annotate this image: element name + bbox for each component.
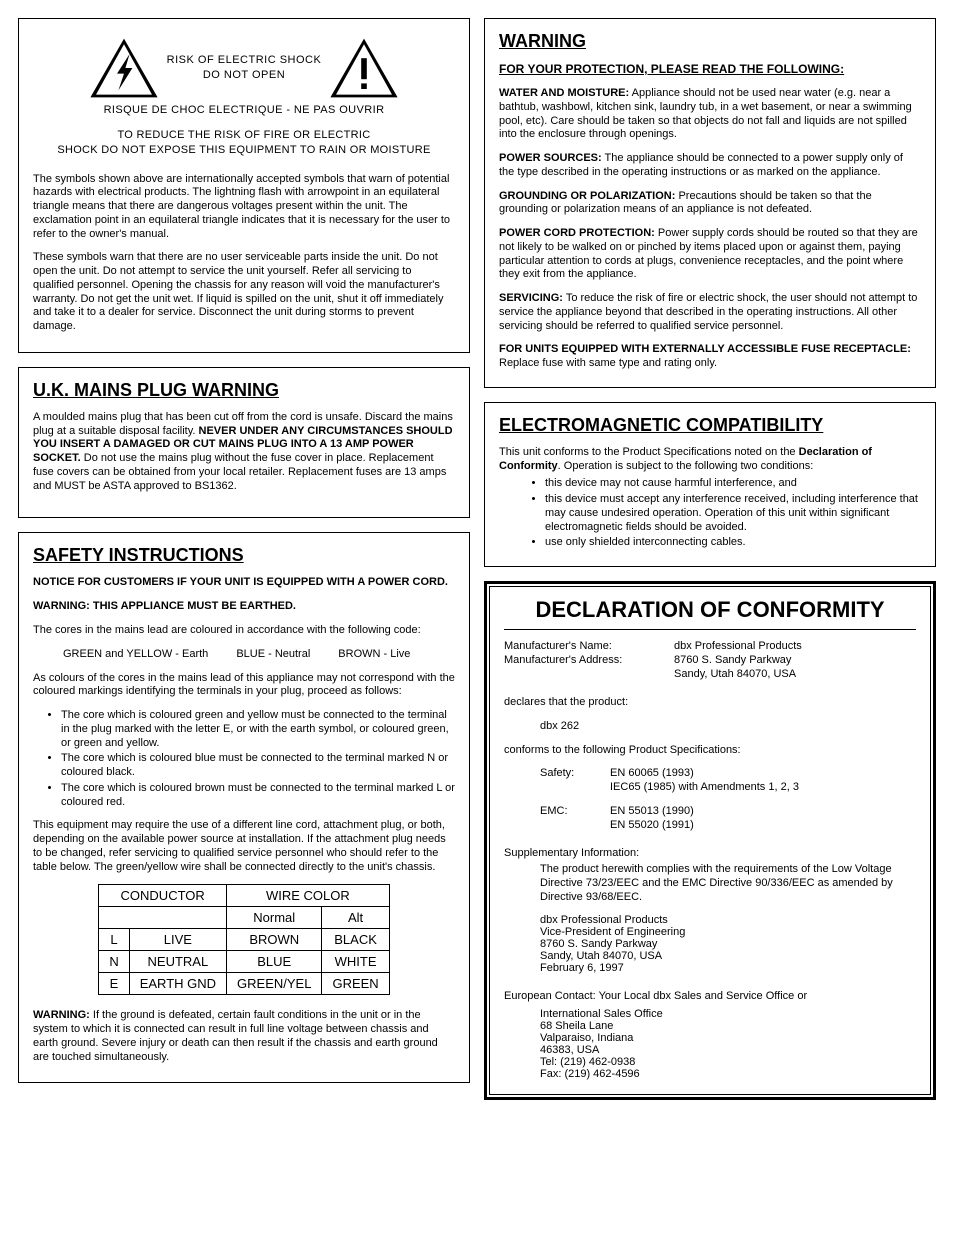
- euro-addr: International Sales Office 68 Sheila Lan…: [504, 1008, 916, 1080]
- risk-line1: RISK OF ELECTRIC SHOCK: [167, 53, 322, 68]
- warning-sub: FOR YOUR PROTECTION, PLEASE READ THE FOL…: [499, 62, 921, 77]
- warn-item: SERVICING: To reduce the risk of fire or…: [499, 292, 921, 333]
- doc-box: DECLARATION OF CONFORMITY Manufacturer's…: [484, 581, 936, 1100]
- safety-p2: This equipment may require the use of a …: [33, 819, 455, 874]
- signature-block: dbx Professional Products Vice-President…: [504, 914, 916, 974]
- product: dbx 262: [504, 720, 916, 734]
- sig-line: Vice-President of Engineering: [540, 926, 916, 938]
- mfg-addr-value2: Sandy, Utah 84070, USA: [674, 668, 916, 680]
- page-grid: RISK OF ELECTRIC SHOCK DO NOT OPEN RISQU…: [18, 18, 936, 1100]
- shock-symbols-box: RISK OF ELECTRIC SHOCK DO NOT OPEN RISQU…: [18, 18, 470, 353]
- bullet-3: The core which is coloured brown must be…: [61, 782, 455, 810]
- safety-spec2: IEC65 (1985) with Amendments 1, 2, 3: [504, 781, 916, 793]
- safety-l: Safety:: [540, 767, 610, 779]
- safety-v2: IEC65 (1985) with Amendments 1, 2, 3: [610, 781, 916, 793]
- uk-title: U.K. MAINS PLUG WARNING: [33, 380, 455, 401]
- mfg-name-row: Manufacturer's Name: dbx Professional Pr…: [504, 640, 916, 652]
- shock-text-box: RISK OF ELECTRIC SHOCK DO NOT OPEN: [167, 53, 322, 83]
- exclamation-triangle-icon: [329, 37, 399, 99]
- safety-earthed: WARNING: THIS APPLIANCE MUST BE EARTHED.: [33, 600, 455, 614]
- th-normal: Normal: [227, 907, 322, 929]
- sig-line: February 6, 1997: [540, 962, 916, 974]
- safety-box: SAFETY INSTRUCTIONS NOTICE FOR CUSTOMERS…: [18, 532, 470, 1083]
- mfg-addr-row: Manufacturer's Address: 8760 S. Sandy Pa…: [504, 654, 916, 666]
- emc-bullet: this device must accept any interference…: [545, 493, 921, 534]
- warn-item: FOR UNITS EQUIPPED WITH EXTERNALLY ACCES…: [499, 343, 921, 371]
- doc-title: DECLARATION OF CONFORMITY: [504, 597, 916, 623]
- euro-line: 46383, USA: [540, 1044, 916, 1056]
- safety-title: SAFETY INSTRUCTIONS: [33, 545, 455, 566]
- mfg-addr-label: Manufacturer's Address:: [504, 654, 674, 666]
- sig-line: dbx Professional Products: [540, 914, 916, 926]
- wire-table: CONDUCTOR WIRE COLOR Normal Alt L LIVE B…: [98, 884, 389, 995]
- core-live: BROWN - Live: [338, 648, 410, 660]
- warn-item: POWER SOURCES: The appliance should be c…: [499, 152, 921, 180]
- sig-line: Sandy, Utah 84070, USA: [540, 950, 916, 962]
- cores-list: GREEN and YELLOW - Earth BLUE - Neutral …: [63, 648, 455, 660]
- supp: Supplementary Information:: [504, 847, 916, 861]
- bullet-1: The core which is coloured green and yel…: [61, 709, 455, 750]
- declares: declares that the product:: [504, 696, 916, 710]
- emc-l: EMC:: [540, 805, 610, 817]
- uk-plug-box: U.K. MAINS PLUG WARNING A moulded mains …: [18, 367, 470, 519]
- left-column: RISK OF ELECTRIC SHOCK DO NOT OPEN RISQU…: [18, 18, 470, 1100]
- uk-paragraph: A moulded mains plug that has been cut o…: [33, 411, 455, 494]
- euro-line: 68 Sheila Lane: [540, 1020, 916, 1032]
- emc-spec: EMC: EN 55013 (1990): [504, 805, 916, 817]
- symbols-row: RISK OF ELECTRIC SHOCK DO NOT OPEN: [33, 37, 455, 99]
- warning-box: WARNING FOR YOUR PROTECTION, PLEASE READ…: [484, 18, 936, 388]
- lightning-triangle-icon: [89, 37, 159, 99]
- mfg-addr-value1: 8760 S. Sandy Parkway: [674, 654, 916, 666]
- table-row: N NEUTRAL BLUE WHITE: [99, 951, 389, 973]
- safety-bullets: The core which is coloured green and yel…: [33, 709, 455, 809]
- emc-spec2: EN 55020 (1991): [504, 819, 916, 831]
- emc-bullet: this device may not cause harmful interf…: [545, 477, 921, 491]
- french-line: RISQUE DE CHOC ELECTRIQUE - NE PAS OUVRI…: [33, 103, 455, 118]
- th-conductor: CONDUCTOR: [99, 885, 227, 907]
- risk-line2: DO NOT OPEN: [167, 68, 322, 83]
- conforms: conforms to the following Product Specif…: [504, 744, 916, 758]
- warn-item: POWER CORD PROTECTION: Power supply cord…: [499, 227, 921, 282]
- sig-line: 8760 S. Sandy Parkway: [540, 938, 916, 950]
- euro-line: Valparaiso, Indiana: [540, 1032, 916, 1044]
- safety-p1: As colours of the cores in the mains lea…: [33, 672, 455, 700]
- safety-v1: EN 60065 (1993): [610, 767, 916, 779]
- warn-item: GROUNDING OR POLARIZATION: Precautions s…: [499, 190, 921, 218]
- safety-p3: WARNING: If the ground is defeated, cert…: [33, 1009, 455, 1064]
- table-row: E EARTH GND GREEN/YEL GREEN: [99, 973, 389, 995]
- warn-item: WATER AND MOISTURE: Appliance should not…: [499, 87, 921, 142]
- mfg-addr-row2: Sandy, Utah 84070, USA: [504, 668, 916, 680]
- table-row: L LIVE BROWN BLACK: [99, 929, 389, 951]
- safety-notice: NOTICE FOR CUSTOMERS IF YOUR UNIT IS EQU…: [33, 576, 455, 590]
- emc-v2: EN 55020 (1991): [610, 819, 916, 831]
- cores-intro: The cores in the mains lead are coloured…: [33, 624, 455, 638]
- emc-intro: This unit conforms to the Product Specif…: [499, 446, 921, 474]
- emc-v1: EN 55013 (1990): [610, 805, 916, 817]
- supp-p: The product herewith complies with the r…: [504, 863, 916, 904]
- euro-line: Tel: (219) 462-0938: [540, 1056, 916, 1068]
- emc-bullet: use only shielded interconnecting cables…: [545, 536, 921, 550]
- safety-spec: Safety: EN 60065 (1993): [504, 767, 916, 779]
- euro-line: International Sales Office: [540, 1008, 916, 1020]
- th-alt: Alt: [322, 907, 389, 929]
- mfg-name-label: Manufacturer's Name:: [504, 640, 674, 652]
- bullet-2: The core which is coloured blue must be …: [61, 752, 455, 780]
- emc-bullets: this device may not cause harmful interf…: [499, 477, 921, 550]
- warning-title: WARNING: [499, 31, 921, 52]
- doc-inner: DECLARATION OF CONFORMITY Manufacturer's…: [489, 586, 931, 1095]
- right-column: WARNING FOR YOUR PROTECTION, PLEASE READ…: [484, 18, 936, 1100]
- doc-rule: [504, 629, 916, 630]
- emc-title: ELECTROMAGNETIC COMPATIBILITY: [499, 415, 921, 436]
- reduce-risk: TO REDUCE THE RISK OF FIRE OR ELECTRIC S…: [33, 128, 455, 159]
- emc-box: ELECTROMAGNETIC COMPATIBILITY This unit …: [484, 402, 936, 567]
- core-earth: GREEN and YELLOW - Earth: [63, 648, 208, 660]
- symbols-explain-2: These symbols warn that there are no use…: [33, 251, 455, 334]
- euro-line: Fax: (219) 462-4596: [540, 1068, 916, 1080]
- mfg-name-value: dbx Professional Products: [674, 640, 916, 652]
- symbols-explain-1: The symbols shown above are internationa…: [33, 173, 455, 242]
- euro-contact: European Contact: Your Local dbx Sales a…: [504, 990, 916, 1004]
- core-neutral: BLUE - Neutral: [236, 648, 310, 660]
- th-wirecolor: WIRE COLOR: [227, 885, 390, 907]
